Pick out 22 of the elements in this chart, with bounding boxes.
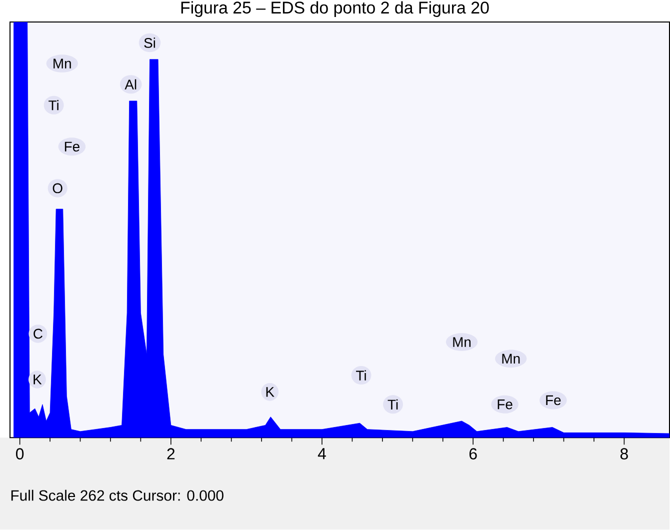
annotation: Fe xyxy=(546,396,561,406)
annotation: Ti xyxy=(356,370,366,381)
annotation: Si xyxy=(144,38,156,48)
annotation: Al xyxy=(124,79,136,90)
annotation: C xyxy=(34,328,42,339)
annotation: K xyxy=(266,387,274,397)
annotation: Ti xyxy=(48,100,58,110)
annotation: K xyxy=(34,374,42,384)
annotation: Mn xyxy=(54,58,71,69)
annotation: O xyxy=(52,184,62,194)
text: Full Scale 262 cts Cursor: 0.000 xyxy=(11,490,224,501)
x-tick-label: 8 xyxy=(620,448,628,460)
annotation: Mn xyxy=(453,337,471,348)
x-tick-label: 2 xyxy=(167,448,175,460)
chart-title: Figura 25 – EDS do ponto 2 da Figura 20 xyxy=(181,1,489,18)
x-tick-label: 0 xyxy=(16,448,24,460)
annotation: Fe xyxy=(498,400,512,410)
x-tick-label: 4 xyxy=(318,448,326,460)
annotation: Ti xyxy=(388,400,398,410)
x-tick-label: 6 xyxy=(469,448,477,460)
annotation: Mn xyxy=(502,354,520,364)
annotation: Fe xyxy=(64,142,80,152)
